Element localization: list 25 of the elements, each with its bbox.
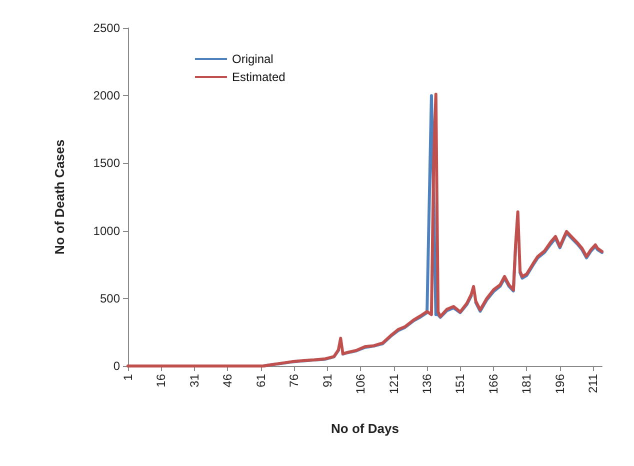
x-tick-label: 31: [187, 374, 202, 388]
x-axis-title: No of Days: [331, 421, 399, 436]
y-tick-label: 2500: [93, 21, 120, 35]
y-tick-label: 0: [113, 359, 120, 373]
y-tick-label: 2000: [93, 88, 120, 103]
y-tick-label: 1500: [93, 156, 120, 170]
x-tick-label: 196: [552, 374, 567, 394]
x-tick-label: 181: [520, 374, 534, 394]
y-tick-label: 1000: [93, 224, 120, 238]
x-tick-label: 1: [121, 374, 135, 381]
x-tick-label: 91: [320, 374, 334, 388]
y-axis-title: No of Death Cases: [52, 140, 67, 254]
x-tick-label: 136: [420, 374, 434, 394]
x-tick-label: 151: [453, 374, 468, 394]
legend-label: Original: [232, 52, 274, 66]
x-tick-label: 121: [386, 374, 401, 394]
x-tick-label: 46: [220, 374, 235, 388]
y-tick-label: 500: [100, 291, 120, 306]
x-tick-label: 61: [254, 374, 268, 388]
x-tick-label: 166: [486, 374, 500, 394]
x-tick-label: 16: [154, 374, 168, 388]
x-tick-label: 106: [354, 374, 368, 394]
x-tick-label: 76: [287, 374, 302, 388]
legend-label: Estimated: [232, 70, 286, 84]
x-tick-label: 211: [586, 374, 600, 394]
